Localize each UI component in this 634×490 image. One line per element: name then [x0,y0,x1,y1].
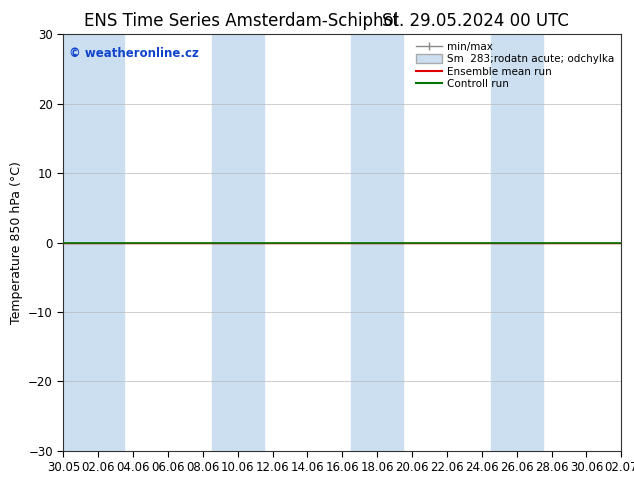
Text: St. 29.05.2024 00 UTC: St. 29.05.2024 00 UTC [382,12,569,30]
Y-axis label: Temperature 850 hPa (°C): Temperature 850 hPa (°C) [10,161,23,324]
Bar [63,34,89,451]
Text: ENS Time Series Amsterdam-Schiphol: ENS Time Series Amsterdam-Schiphol [84,12,398,30]
Bar [351,34,403,451]
Bar [72,34,124,451]
Legend: min/max, Sm  283;rodatn acute; odchylka, Ensemble mean run, Controll run: min/max, Sm 283;rodatn acute; odchylka, … [413,40,616,92]
Bar [491,34,543,451]
Text: © weatheronline.cz: © weatheronline.cz [69,47,199,60]
Bar [212,34,264,451]
